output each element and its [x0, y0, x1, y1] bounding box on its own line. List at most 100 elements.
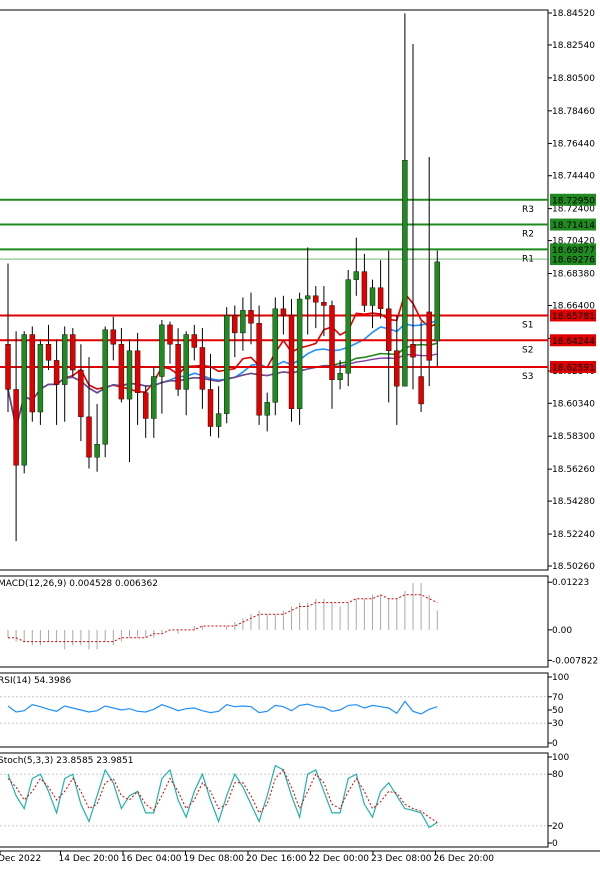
candle-body [167, 324, 173, 345]
panel-frame-3 [0, 752, 549, 848]
time-tick-label: 16 Dec 04:00 [121, 854, 182, 864]
candle-body [126, 350, 133, 400]
time-tick-label: 22 Dec 00:00 [309, 854, 370, 864]
candle-body [296, 298, 303, 409]
candle-body [410, 344, 416, 358]
price-tick-label: 18.60340 [552, 399, 595, 409]
candle-body [21, 334, 27, 466]
time-tick-label: Dec 2022 [0, 854, 41, 864]
candle-body [199, 347, 206, 390]
candle-body [329, 305, 335, 380]
rsi-tick-label: 70 [552, 693, 564, 703]
level-price-box [550, 360, 596, 373]
candle-body [377, 287, 384, 309]
candle-body [142, 392, 149, 419]
candle-body [118, 344, 125, 400]
current-price-box [550, 253, 596, 266]
level-price-box [550, 218, 596, 231]
level-name-r2: R2 [522, 230, 534, 240]
price-tick-label: 18.70420 [552, 237, 595, 247]
time-tick-label: 20 Dec 16:00 [246, 854, 307, 864]
rsi-tick-label: 50 [552, 706, 564, 716]
macd-tick-label: 0.01223 [552, 578, 589, 588]
price-tick-label: 18.68380 [552, 270, 595, 280]
candle-body [13, 389, 19, 466]
candle-body [264, 402, 270, 416]
level-price-box [550, 193, 596, 206]
level-name-s1: S1 [522, 320, 533, 330]
stoch-main-line [7, 764, 438, 829]
panel-frame-1 [0, 575, 549, 668]
price-tick-label: 18.66400 [552, 301, 595, 311]
price-tick-label: 18.74440 [552, 172, 595, 182]
level-price-label: 18.64244 [552, 337, 595, 347]
candle-body [94, 444, 100, 458]
stoch-signal-line [7, 769, 438, 823]
candle-body [248, 310, 254, 324]
panel-frame-0 [0, 9, 549, 571]
candle-body [256, 323, 262, 416]
candle-body [70, 334, 76, 371]
level-price-box [550, 309, 596, 322]
time-tick-label: 23 Dec 08:00 [371, 854, 432, 864]
level-price-label: 18.62591 [552, 363, 595, 373]
candle-body [426, 311, 432, 361]
price-tick-label: 18.80500 [552, 74, 595, 84]
macd-signal-line [8, 594, 438, 643]
price-tick-label: 18.58300 [552, 432, 595, 442]
candle-body [337, 373, 343, 380]
time-tick-label: 14 Dec 20:00 [59, 854, 120, 864]
price-tick-label: 18.52240 [552, 530, 595, 540]
rsi-line [7, 700, 438, 715]
candle-body [53, 360, 60, 385]
candle-body [345, 279, 351, 374]
candle-body [232, 314, 238, 334]
candle-body [5, 344, 11, 390]
candle-body [386, 308, 392, 351]
level-price-label: 18.69877 [552, 246, 595, 256]
price-tick-label: 18.50260 [552, 562, 595, 572]
candle-body [134, 350, 141, 393]
price-tick-label: 18.78460 [552, 107, 595, 117]
candle-body [369, 287, 376, 306]
candle-body [394, 350, 400, 387]
candle-body [29, 334, 35, 413]
stoch-tick-label: 20 [552, 822, 564, 832]
stoch-tick-label: 0 [552, 839, 558, 849]
level-price-label: 18.65781 [552, 312, 595, 322]
time-tick-label: 26 Dec 20:00 [434, 854, 495, 864]
macd-label: MACD(12,26,9) 0.004528 0.006362 [0, 579, 158, 589]
rsi-tick-label: 30 [552, 719, 564, 729]
candle-body [321, 302, 327, 306]
rsi-tick-label: 100 [552, 673, 569, 683]
candle-body [45, 344, 52, 361]
candle-body [215, 413, 222, 427]
level-name-s3: S3 [522, 372, 533, 382]
price-tick-label: 18.56260 [552, 465, 595, 475]
level-price-label: 18.71414 [552, 221, 595, 231]
candle-body [305, 295, 311, 300]
rsi-tick-label: 0 [552, 739, 558, 749]
candle-body [110, 329, 117, 345]
candle-body [151, 376, 157, 419]
stoch-tick-label: 80 [552, 770, 564, 780]
rsi-label: RSI(14) 54.3986 [0, 676, 71, 686]
candle-body [361, 271, 368, 306]
macd-tick-label: -0.007822 [552, 656, 598, 666]
candle-body [102, 329, 108, 445]
candle-body [272, 308, 278, 403]
candle-body [62, 334, 68, 385]
price-tick-label: 18.54280 [552, 497, 595, 507]
candle-body [288, 314, 295, 409]
candle-body [280, 308, 287, 316]
price-tick-label: 18.82540 [552, 41, 595, 51]
candle-body [207, 389, 214, 427]
candle-body [78, 369, 84, 418]
price-tick-label: 18.76440 [552, 139, 595, 149]
panel-frame-2 [0, 672, 549, 748]
level-name-r3: R3 [522, 205, 534, 215]
current-price-label: 18.69276 [552, 256, 595, 266]
level-price-box [550, 334, 596, 347]
